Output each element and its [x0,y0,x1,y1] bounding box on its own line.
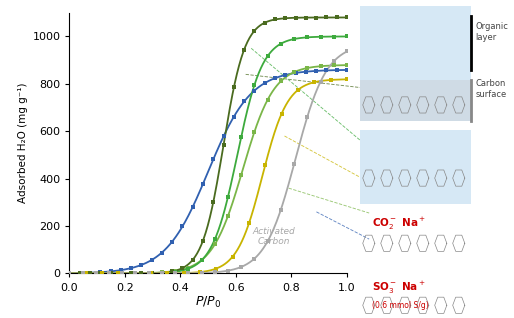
Y-axis label: Adsorbed H₂O (mg g⁻¹): Adsorbed H₂O (mg g⁻¹) [18,83,28,203]
Text: CO$_2^-$ Na$^+$: CO$_2^-$ Na$^+$ [372,216,426,232]
Text: Organic
layer: Organic layer [475,22,508,42]
Text: (0.6 mmol S/g): (0.6 mmol S/g) [372,301,429,310]
X-axis label: $P/P_0$: $P/P_0$ [195,295,222,310]
Text: SO$_3^-$ Na$^+$: SO$_3^-$ Na$^+$ [372,280,426,296]
Text: Carbon
surface: Carbon surface [475,79,507,99]
Text: Activated
Carbon: Activated Carbon [252,227,295,246]
